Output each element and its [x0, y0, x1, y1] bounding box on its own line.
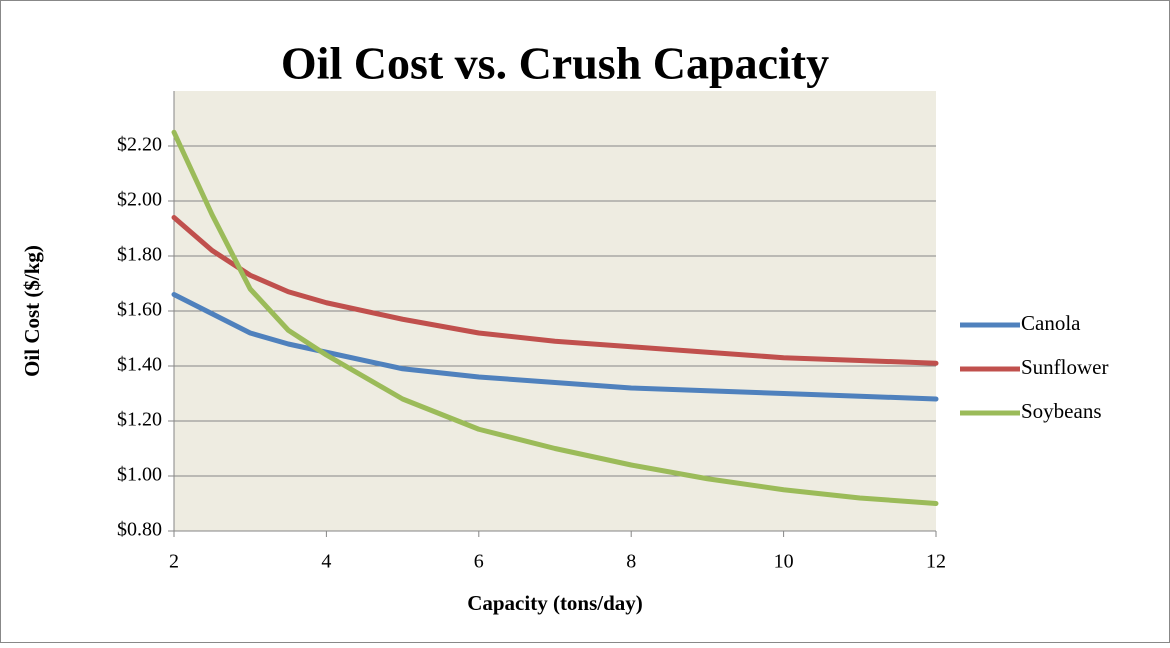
legend-label: Soybeans	[1021, 399, 1102, 423]
y-tick-label: $1.40	[117, 354, 162, 376]
series-line	[171, 215, 939, 366]
series-line	[171, 129, 939, 506]
legend-label: Canola	[1021, 311, 1081, 335]
x-tick-label: 2	[169, 551, 179, 573]
series-line	[171, 292, 939, 402]
y-axis-label: Oil Cost ($/kg)	[20, 245, 44, 377]
y-tick-label: $2.20	[117, 134, 162, 156]
x-axis-label: Capacity (tons/day)	[467, 591, 643, 615]
y-tick-label: $2.00	[117, 189, 162, 211]
chart-title: Oil Cost vs. Crush Capacity	[281, 38, 829, 89]
x-tick-label: 12	[926, 551, 946, 573]
y-tick-label: $1.60	[117, 299, 162, 321]
x-tick-label: 6	[474, 551, 484, 573]
x-tick-label: 4	[321, 551, 331, 573]
x-tick-label: 10	[774, 551, 794, 573]
y-tick-label: $1.20	[117, 409, 162, 431]
y-tick-label: $1.00	[117, 464, 162, 486]
x-tick-label: 8	[626, 551, 636, 573]
y-tick-label: $0.80	[117, 519, 162, 541]
y-tick-label: $1.80	[117, 244, 162, 266]
legend-label: Sunflower	[1021, 355, 1109, 379]
